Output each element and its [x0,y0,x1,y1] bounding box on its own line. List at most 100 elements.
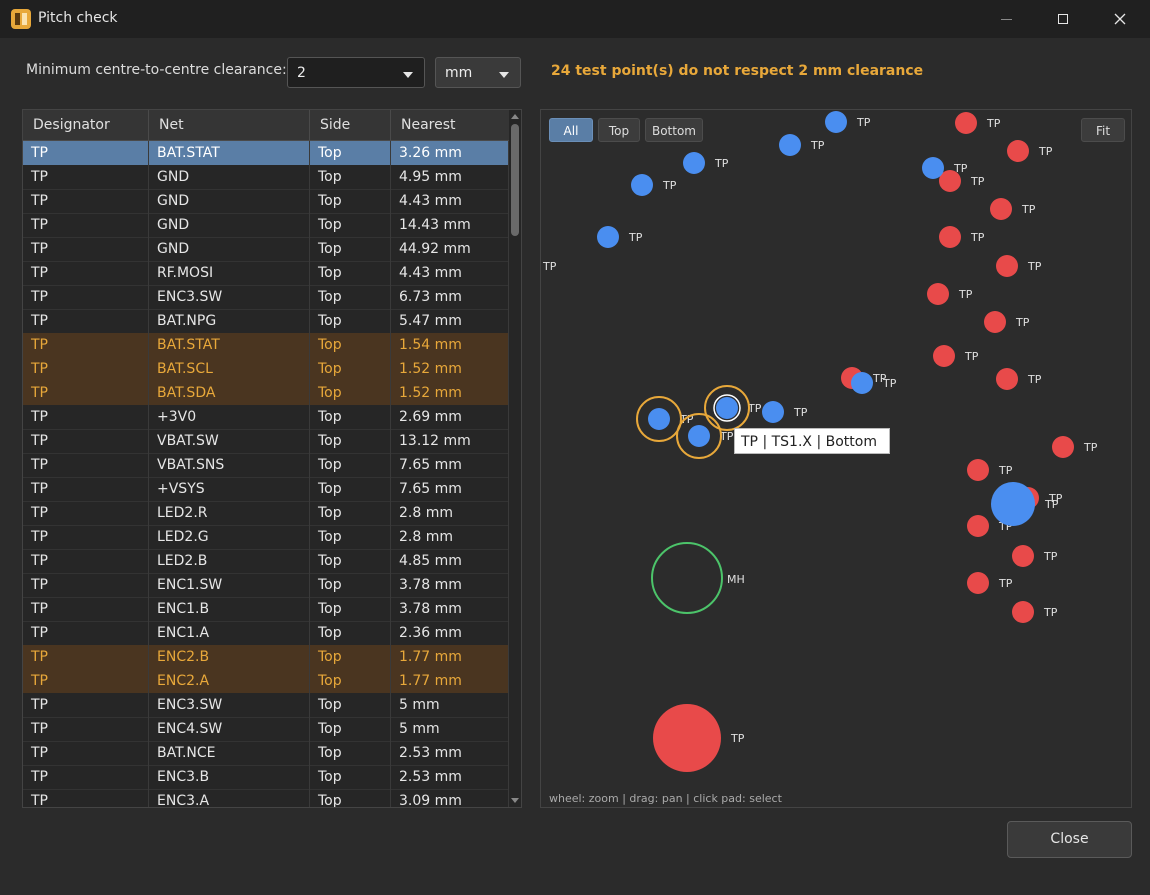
filter-top-button[interactable]: Top [598,118,640,142]
table-row[interactable]: TP GND Top 44.92 mm [23,237,509,262]
filter-bottom-button[interactable]: Bottom [645,118,703,142]
designator-cell: TP [23,285,149,309]
table-row[interactable]: TP ENC4.SW Top 5 mm [23,717,509,742]
top-pad[interactable] [967,515,989,537]
designator-cell: TP [23,309,149,333]
top-pad[interactable] [939,226,961,248]
fit-button[interactable]: Fit [1081,118,1125,142]
bottom-pad[interactable] [922,157,944,179]
bottom-pad[interactable] [688,425,710,447]
top-pad[interactable] [939,170,961,192]
violation-ring[interactable] [676,413,722,459]
scrollbar-thumb[interactable] [511,124,519,236]
nearest-cell: 7.65 mm [391,453,509,477]
board-view[interactable]: TPTPTPTPTPTPTPTPTPTPTPTPTPTPTPTPTPTPTPTP… [541,110,1131,807]
top-pad[interactable] [1012,601,1034,623]
top-pad[interactable] [955,112,977,134]
violation-ring[interactable] [704,385,750,431]
table-scrollbar[interactable] [509,110,521,807]
table-row[interactable]: TP ENC3.B Top 2.53 mm [23,765,509,790]
bottom-pad[interactable] [597,226,619,248]
table-row[interactable]: TP GND Top 4.95 mm [23,165,509,190]
table-row[interactable]: TP ENC3.SW Top 5 mm [23,693,509,718]
pad-label: TP [1043,606,1058,619]
filter-all-button[interactable]: All [549,118,593,142]
table-row[interactable]: TP ENC2.A Top 1.77 mm [23,669,509,693]
bottom-pad[interactable] [648,408,670,430]
clearance-combo[interactable]: 2 [287,57,425,88]
table-row[interactable]: TP +VSYS Top 7.65 mm [23,477,509,502]
mounting-hole[interactable] [651,542,723,614]
table-row[interactable]: TP +3V0 Top 2.69 mm [23,405,509,430]
close-window-button[interactable] [1092,0,1148,38]
scroll-down-icon[interactable] [511,798,519,803]
table-row[interactable]: TP ENC2.B Top 1.77 mm [23,645,509,669]
table-row[interactable]: TP LED2.G Top 2.8 mm [23,525,509,550]
maximize-button[interactable] [1035,0,1091,38]
top-pad[interactable] [967,459,989,481]
top-pad[interactable] [984,311,1006,333]
unit-select[interactable]: mm [435,57,521,88]
top-pad[interactable] [990,198,1012,220]
top-pad[interactable] [1012,545,1034,567]
table-row[interactable]: TP BAT.STAT Top 3.26 mm [23,141,509,165]
table-row[interactable]: TP BAT.SDA Top 1.52 mm [23,381,509,405]
top-pad[interactable] [996,255,1018,277]
table-row[interactable]: TP VBAT.SW Top 13.12 mm [23,429,509,454]
bottom-pad[interactable] [779,134,801,156]
bottom-pad[interactable] [991,482,1035,526]
designator-cell: TP [23,717,149,741]
net-cell: BAT.NCE [149,741,310,765]
top-pad[interactable] [1052,436,1074,458]
bottom-pad[interactable] [851,372,873,394]
selected-pad-ring[interactable] [713,394,741,422]
board-canvas[interactable]: TP TP TP TP TP TP TP TP TP TP TP TP TP TP TP TP TP TP TP TP… [540,109,1132,808]
table-row[interactable]: TP GND Top 4.43 mm [23,189,509,214]
column-header-side[interactable]: Side [310,110,391,140]
side-cell: Top [310,765,391,789]
minimize-button[interactable] [978,0,1034,38]
designator-cell: TP [23,525,149,549]
close-icon [1114,13,1126,25]
pad-label: TP [953,162,968,175]
table-row[interactable]: TP BAT.SCL Top 1.52 mm [23,357,509,381]
table-row[interactable]: TP GND Top 14.43 mm [23,213,509,238]
bottom-pad[interactable] [683,152,705,174]
table-row[interactable]: TP BAT.NCE Top 2.53 mm [23,741,509,766]
top-pad[interactable] [996,368,1018,390]
table-row[interactable]: TP ENC3.SW Top 6.73 mm [23,285,509,310]
table-row[interactable]: TP BAT.NPG Top 5.47 mm [23,309,509,334]
top-pad[interactable] [933,345,955,367]
column-header-net[interactable]: Net [149,110,310,140]
violation-ring[interactable] [636,396,682,442]
table-row[interactable]: TP ENC3.A Top 3.09 mm [23,789,509,807]
bottom-pad[interactable] [716,397,738,419]
table-row[interactable]: TP VBAT.SNS Top 7.65 mm [23,453,509,478]
bottom-pad[interactable] [631,174,653,196]
table-row[interactable]: TP RF.MOSI Top 4.43 mm [23,261,509,286]
table-row[interactable]: TP LED2.B Top 4.85 mm [23,549,509,574]
scroll-up-icon[interactable] [511,114,519,119]
top-pad[interactable] [653,704,721,772]
bottom-pad[interactable] [825,111,847,133]
top-pad[interactable] [967,572,989,594]
nearest-cell: 13.12 mm [391,429,509,453]
table-row[interactable]: TP ENC1.B Top 3.78 mm [23,597,509,622]
table-row[interactable]: TP ENC1.A Top 2.36 mm [23,621,509,646]
unit-value: mm [445,65,473,81]
nearest-cell: 2.53 mm [391,741,509,765]
table-row[interactable]: TP LED2.R Top 2.8 mm [23,501,509,526]
net-cell: +3V0 [149,405,310,429]
net-cell: BAT.NPG [149,309,310,333]
column-header-nearest[interactable]: Nearest [401,117,456,133]
window-title: Pitch check [38,10,118,26]
close-button[interactable]: Close [1007,821,1132,858]
designator-cell: TP [23,357,149,381]
column-header-designator[interactable]: Designator [23,110,149,140]
top-pad[interactable] [927,283,949,305]
table-row[interactable]: TP ENC1.SW Top 3.78 mm [23,573,509,598]
bottom-pad[interactable] [762,401,784,423]
table-row[interactable]: TP BAT.STAT Top 1.54 mm [23,333,509,357]
designator-cell: TP [23,261,149,285]
top-pad[interactable] [1007,140,1029,162]
